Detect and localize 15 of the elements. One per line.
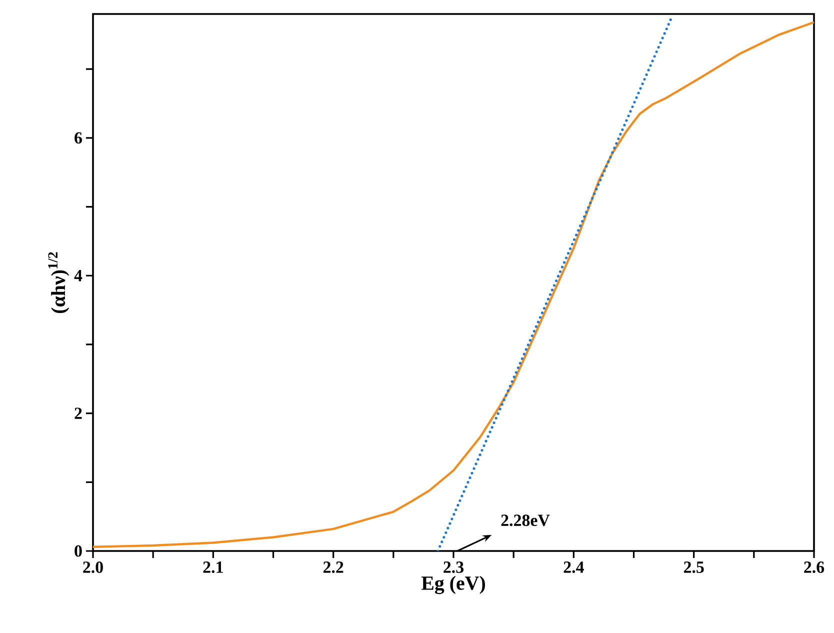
x-tick-label: 2.4 xyxy=(564,562,584,573)
x-tick-label: 2.2 xyxy=(323,562,344,573)
x-tick-label: 2.6 xyxy=(804,562,824,573)
x-tick-label: 2.0 xyxy=(83,562,103,574)
y-tick-label: 0 xyxy=(74,545,82,557)
x-axis-title: Eg (eV) xyxy=(421,576,485,594)
y-tick-label: 6 xyxy=(74,132,82,144)
y-axis-title: (αhν)$^{1/2}$ xyxy=(48,252,70,313)
x-tick-label: 2.1 xyxy=(203,562,223,573)
y-tick-label: 2 xyxy=(74,408,82,419)
annotation: 2.28eV xyxy=(501,514,550,526)
line-series xyxy=(93,21,814,548)
x-tick-label: 2.5 xyxy=(684,562,704,573)
y-tick-label: 4 xyxy=(74,270,82,282)
x-tick-label: 2.3 xyxy=(444,562,464,573)
